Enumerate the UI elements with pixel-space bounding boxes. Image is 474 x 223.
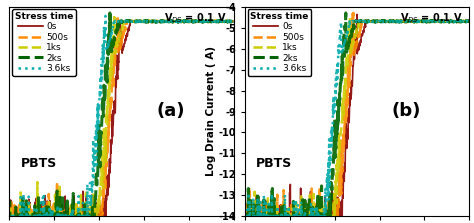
Text: (b): (b) [392, 103, 421, 120]
Text: V$_{DS}$ = 0.1 V: V$_{DS}$ = 0.1 V [400, 11, 463, 25]
Legend: 0s, 500s, 1ks, 2ks, 3.6ks: 0s, 500s, 1ks, 2ks, 3.6ks [12, 9, 76, 76]
Text: PBTS: PBTS [21, 157, 57, 170]
Text: V$_{DS}$ = 0.1 V: V$_{DS}$ = 0.1 V [164, 11, 227, 25]
Text: (a): (a) [157, 103, 185, 120]
Legend: 0s, 500s, 1ks, 2ks, 3.6ks: 0s, 500s, 1ks, 2ks, 3.6ks [248, 9, 311, 76]
Y-axis label: Log Drain Current ( A): Log Drain Current ( A) [206, 47, 216, 176]
Text: PBTS: PBTS [256, 157, 292, 170]
